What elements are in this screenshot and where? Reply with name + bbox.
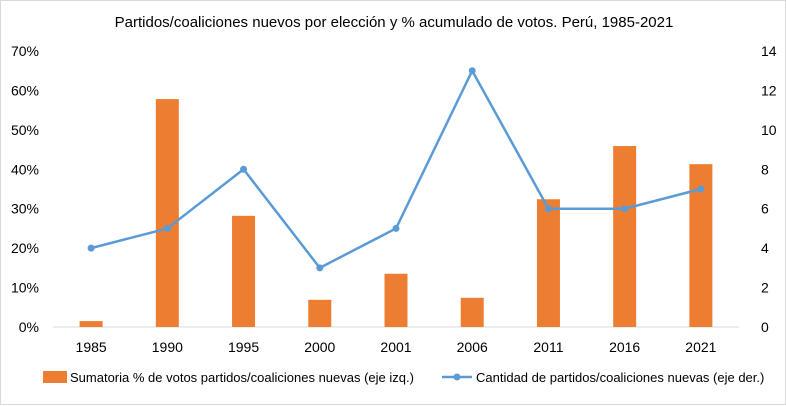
legend-bar-label: Sumatoria % de votos partidos/coalicione…: [70, 370, 414, 385]
left-tick-label: 20%: [11, 240, 39, 256]
bar-2001: [384, 273, 408, 327]
legend-bar-swatch: [43, 371, 67, 383]
left-tick-label: 10%: [11, 280, 39, 296]
bar-2016: [613, 146, 637, 327]
bar-2000: [308, 299, 332, 327]
left-tick-label: 30%: [11, 201, 39, 217]
bar-2021: [689, 164, 713, 327]
line-point-1990: [163, 224, 171, 232]
right-tick-label: 10: [761, 122, 777, 138]
line-point-1985: [87, 244, 95, 252]
bar-2011: [536, 199, 560, 327]
x-axis-ticks: 1985 1990 1995 2000 2001 2006 2011 2016 2021: [76, 339, 717, 355]
line-point-1995: [240, 165, 248, 173]
legend: Sumatoria % de votos partidos/coalicione…: [43, 370, 764, 385]
bar-1985: [79, 321, 103, 327]
line-point-2021: [697, 185, 705, 193]
right-tick-label: 2: [761, 280, 769, 296]
legend-line-marker: [453, 373, 461, 381]
left-tick-label: 40%: [11, 161, 39, 177]
bar-1990: [155, 99, 179, 327]
right-tick-label: 4: [761, 240, 769, 256]
x-tick-label: 2006: [457, 339, 488, 355]
bar-2006: [460, 297, 484, 327]
x-tick-label: 2000: [304, 339, 335, 355]
bar-series: [79, 99, 713, 327]
line-point-2000: [316, 264, 324, 272]
right-axis-ticks: 0 2 4 6 8 10 12 14: [761, 43, 777, 335]
x-tick-label: 1990: [152, 339, 183, 355]
left-tick-label: 70%: [11, 43, 39, 59]
x-tick-label: 2011: [533, 339, 563, 355]
x-tick-label: 2001: [380, 339, 411, 355]
left-tick-label: 60%: [11, 82, 39, 98]
right-tick-label: 8: [761, 161, 769, 177]
right-tick-label: 6: [761, 201, 769, 217]
right-tick-label: 14: [761, 43, 777, 59]
left-axis-ticks: 0% 10% 20% 30% 40% 50% 60% 70%: [11, 43, 39, 335]
right-tick-label: 0: [761, 319, 769, 335]
line-series: [87, 67, 705, 272]
right-tick-label: 12: [761, 82, 777, 98]
x-tick-label: 1995: [228, 339, 259, 355]
left-tick-label: 50%: [11, 122, 39, 138]
bar-1995: [232, 215, 256, 327]
x-tick-label: 2021: [685, 339, 716, 355]
line-point-2016: [621, 205, 629, 213]
legend-line-label: Cantidad de partidos/coaliciones nuevas …: [476, 370, 764, 385]
x-tick-label: 1985: [76, 339, 107, 355]
chart-title: Partidos/coaliciones nuevos por elección…: [115, 14, 674, 31]
left-tick-label: 0%: [19, 319, 39, 335]
line-path: [90, 69, 702, 270]
line-point-2001: [392, 224, 400, 232]
line-point-2011: [544, 205, 552, 213]
x-tick-label: 2016: [609, 339, 640, 355]
line-point-2006: [468, 67, 476, 75]
